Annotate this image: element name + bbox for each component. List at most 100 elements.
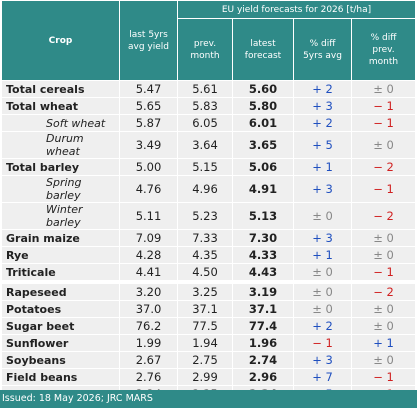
cell: 5.15 — [177, 158, 233, 176]
table-row: Rye 4.28 4.35 4.33 + 1 ± 0 — [1, 246, 417, 264]
crop-name: Rye — [1, 246, 120, 264]
cell: + 3 — [293, 351, 352, 369]
table-row: Total cereals 5.47 5.61 5.60 + 2 ± 0 — [1, 80, 417, 98]
cell: 5.23 — [177, 202, 233, 230]
cell: 5.80 — [232, 97, 294, 115]
cell: ± 0 — [293, 300, 352, 318]
cell: 2.67 — [119, 351, 178, 369]
cell: 3.20 — [119, 280, 178, 301]
cell: + 1 — [293, 246, 352, 264]
cell: 2.96 — [232, 368, 294, 386]
table-row: Soybeans 2.67 2.75 2.74 + 3 ± 0 — [1, 351, 417, 369]
table-row: Field beans 2.76 2.99 2.96 + 7− 1 — [1, 368, 417, 386]
crop-name: Potatoes — [1, 300, 120, 318]
column-header: latest forecast — [232, 18, 294, 81]
cell: 4.76 — [119, 175, 178, 203]
crop-name: Sugar beet — [1, 317, 120, 335]
table-row: Triticale 4.41 4.50 4.43 ± 0− 1 — [1, 263, 417, 283]
crop-name: Field beans — [1, 368, 120, 386]
cell: 2.75 — [177, 351, 233, 369]
cell: 2.74 — [232, 351, 294, 369]
crop-name: Total barley — [1, 158, 120, 176]
cell: 7.33 — [177, 229, 233, 247]
cell: + 1 — [293, 158, 352, 176]
cell: 76.2 — [119, 317, 178, 335]
table-row: Potatoes 37.0 37.1 37.1 ± 0 ± 0 — [1, 300, 417, 318]
cell: 37.1 — [232, 300, 294, 318]
cell: 2.99 — [177, 368, 233, 386]
crop-name: Soft wheat — [1, 114, 120, 132]
table-row: Spring barley 4.76 4.96 4.91 + 3− 1 — [1, 175, 417, 203]
table-row: Durum wheat 3.49 3.64 3.65 + 5 ± 0 — [1, 131, 417, 159]
cell: − 1 — [293, 334, 352, 352]
cell: ± 0 — [293, 263, 352, 283]
cell: ± 0 — [350, 131, 417, 159]
cell: − 2 — [350, 280, 417, 301]
table-row: Rapeseed 3.20 3.25 3.19 ± 0− 2 — [1, 280, 417, 301]
cell: 6.01 — [232, 114, 294, 132]
cell: 4.35 — [177, 246, 233, 264]
cell: 3.19 — [232, 280, 294, 301]
cell: 3.65 — [232, 131, 294, 159]
crop-name: Grain maize — [1, 229, 120, 247]
cell: ± 0 — [350, 246, 417, 264]
crop-name: Total wheat — [1, 97, 120, 115]
cell: + 2 — [293, 114, 352, 132]
cell: 3.49 — [119, 131, 178, 159]
cell: ± 0 — [350, 351, 417, 369]
cell: − 2 — [350, 202, 417, 230]
crop-name: Durum wheat — [1, 131, 120, 159]
cell: − 2 — [350, 158, 417, 176]
cell: 3.64 — [177, 131, 233, 159]
column-header: % diff prev. month — [350, 18, 417, 81]
cell: + 5 — [293, 131, 352, 159]
crop-name: Total cereals — [1, 80, 120, 98]
cell: 5.06 — [232, 158, 294, 176]
cell: 1.99 — [119, 334, 178, 352]
table-row: Grain maize 7.09 7.33 7.30 + 3 ± 0 — [1, 229, 417, 247]
footer: Issued: 18 May 2026; JRC MARS — [0, 390, 417, 408]
cell: 77.5 — [177, 317, 233, 335]
cell: ± 0 — [350, 300, 417, 318]
cell: + 7 — [293, 368, 352, 386]
cell: − 1 — [350, 114, 417, 132]
column-header: prev. month — [177, 18, 233, 81]
cell: 4.41 — [119, 263, 178, 283]
cell: − 1 — [350, 175, 417, 203]
cell: 5.60 — [232, 80, 294, 98]
cell: + 3 — [293, 175, 352, 203]
cell: + 2 — [293, 317, 352, 335]
cell: ± 0 — [350, 229, 417, 247]
header-last-5yrs: last 5yrs avg yield — [119, 0, 178, 81]
header-group: EU yield forecasts for 2026 [t/ha] — [176, 0, 417, 19]
table-row: Total wheat 5.65 5.83 5.80 + 3− 1 — [1, 97, 417, 115]
cell: ± 0 — [293, 202, 352, 230]
header-crop: Crop — [1, 0, 120, 81]
cell: 37.0 — [119, 300, 178, 318]
crop-name: Soybeans — [1, 351, 120, 369]
cell: ± 0 — [293, 280, 352, 301]
cell: 7.09 — [119, 229, 178, 247]
crop-name: Rapeseed — [1, 280, 120, 301]
cell: 77.4 — [232, 317, 294, 335]
cell: 2.76 — [119, 368, 178, 386]
column-header: % diff 5yrs avg — [293, 18, 352, 81]
cell: 4.96 — [177, 175, 233, 203]
cell: + 3 — [293, 97, 352, 115]
cell: + 2 — [293, 80, 352, 98]
cell: 37.1 — [177, 300, 233, 318]
cell: 5.61 — [177, 80, 233, 98]
crop-name: Sunflower — [1, 334, 120, 352]
cell: − 1 — [350, 263, 417, 283]
cell: 4.50 — [177, 263, 233, 283]
cell: 4.28 — [119, 246, 178, 264]
cell: 6.05 — [177, 114, 233, 132]
crop-name: Triticale — [1, 263, 120, 283]
cell: 5.00 — [119, 158, 178, 176]
table-row: Soft wheat 5.87 6.05 6.01 + 2− 1 — [1, 114, 417, 132]
cell: 3.25 — [177, 280, 233, 301]
cell: 4.43 — [232, 263, 294, 283]
cell: 5.83 — [177, 97, 233, 115]
